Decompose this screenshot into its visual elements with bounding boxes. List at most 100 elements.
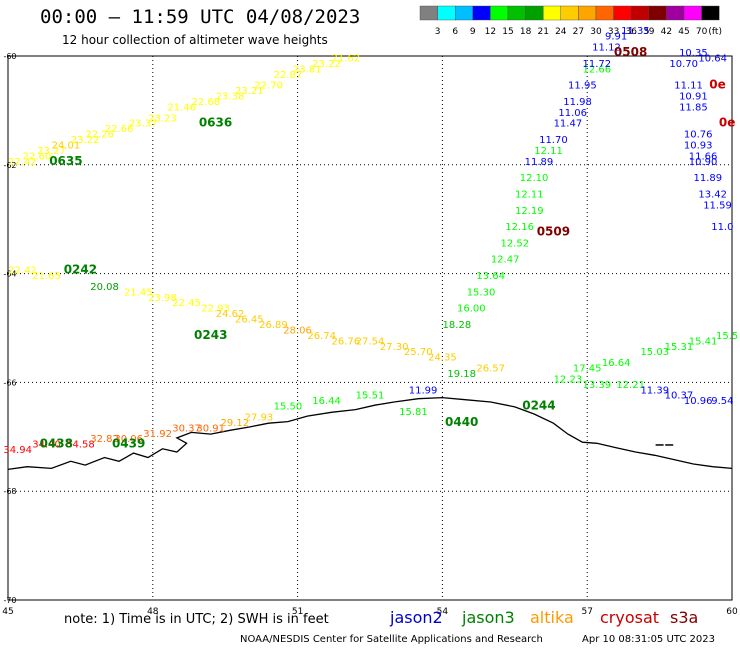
swh-value: 23.22 [312, 59, 341, 70]
swh-value: 12.52 [500, 238, 529, 249]
legend-tick-label: 27 [573, 27, 584, 37]
swh-value: 21.65 [32, 271, 61, 282]
legend-tick-label: 70 [696, 27, 708, 37]
swh-value: 23.22 [71, 135, 100, 146]
pass-time-label: 0508 [614, 45, 647, 59]
legend-tick-label: 33 [608, 27, 619, 37]
swh-value: 21.45 [124, 287, 153, 298]
legend-tick-label: 6 [452, 27, 458, 37]
swh-value: 11.98 [563, 97, 592, 108]
swh-value: 23.27 [37, 146, 66, 157]
swh-value: 30.37 [172, 423, 201, 434]
swh-value: 11.47 [554, 119, 583, 130]
legend-tick-label: 15 [502, 27, 513, 37]
swh-value: 34.40 [32, 440, 61, 451]
swh-value: 13.42 [698, 189, 727, 200]
pass-time-label: 0509 [537, 225, 570, 239]
swh-value: 23.21 [235, 86, 264, 97]
swh-value: 22.93 [201, 304, 230, 315]
swh-value: 22.45 [172, 298, 201, 309]
swh-value: 23.98 [148, 293, 177, 304]
swh-value: 16.64 [602, 358, 631, 369]
pass-time-label: 0439 [112, 437, 145, 451]
satellite-label-jason2: jason2 [390, 608, 443, 627]
legend-tick-label: 42 [661, 27, 672, 37]
swh-value: 11.89 [694, 173, 723, 184]
legend-unit-label: (ft) [708, 27, 722, 37]
swh-value: 12.23 [554, 374, 583, 385]
swh-value: 11.0 [711, 222, 733, 233]
swh-value: 34.94 [3, 445, 32, 456]
map-canvas: 45 48 51 54 57 60-60-62-64-66-68-7022.4222.60… [2, 26, 738, 617]
timestamp-text: Apr 10 08:31:05 UTC 2023 [582, 634, 715, 645]
swh-value: 11.85 [679, 102, 708, 113]
swh-value: 15.41 [689, 336, 718, 347]
pass-time-label: 0635 [49, 154, 82, 168]
swh-value: 26.76 [332, 336, 361, 347]
lon-tick-label: 54 [437, 607, 449, 617]
swh-value: 22.87 [274, 70, 303, 81]
swh-value: 23.38 [216, 92, 245, 103]
pass-time-label: 0243 [194, 328, 227, 342]
lat-tick-label: -62 [3, 161, 16, 170]
swh-value: 30.91 [196, 423, 225, 434]
legend-tick-label: 3 [435, 27, 441, 37]
swh-value: 11.72 [583, 59, 612, 70]
legend-tick-label: 36 [625, 27, 637, 37]
pass-time-label: 0242 [64, 263, 97, 277]
lon-tick-label: 45 [2, 607, 13, 617]
swh-value: 12.11 [534, 146, 563, 157]
lat-tick-label: -66 [3, 378, 16, 387]
credit-text: NOAA/NESDIS Center for Satellite Applica… [240, 634, 543, 645]
swh-value: 10.93 [684, 140, 713, 151]
swh-value: 24.01 [52, 140, 81, 151]
swh-value: 12.21 [616, 380, 645, 391]
pass-time-label: 0438 [40, 437, 73, 451]
swh-value: 16.44 [312, 396, 341, 407]
pass-time-label: 0244 [522, 399, 555, 413]
swh-value: 10.91 [679, 92, 708, 103]
swh-value: 15.51 [356, 391, 385, 402]
swh-value: 19.18 [447, 369, 476, 380]
swh-value: 28.06 [283, 325, 312, 336]
swh-value: 12.10 [520, 173, 549, 184]
legend-swatch [701, 5, 720, 21]
map-subtitle: 12 hour collection of altimeter wave hei… [62, 33, 328, 47]
swh-value: 23.81 [293, 64, 322, 75]
swh-value: 29.12 [221, 418, 250, 429]
swh-value: 22.70 [254, 81, 283, 92]
swh-value: 15.30 [467, 287, 496, 298]
map-frame [7, 55, 733, 601]
swh-value: 10.35 [679, 48, 708, 59]
swh-value: 13.64 [476, 271, 505, 282]
swh-value: 21.46 [167, 102, 196, 113]
swh-value: 16.00 [457, 304, 486, 315]
legend-tick-label: 30 [590, 27, 602, 37]
swh-value: 11.70 [539, 135, 568, 146]
lon-tick-label: 57 [581, 607, 592, 617]
lon-tick-label: 51 [292, 607, 303, 617]
swh-value: 24.62 [216, 309, 245, 320]
swh-value: 18.28 [443, 320, 472, 331]
lon-tick-label: 48 [147, 607, 159, 617]
swh-value: 11.99 [409, 385, 438, 396]
legend-tick-label: 18 [520, 27, 532, 37]
swh-value: 26.89 [259, 320, 288, 331]
swh-value: 15.31 [665, 342, 694, 353]
swh-value: 12.66 [583, 64, 612, 75]
satellite-label-altika: altika [530, 608, 574, 627]
legend-tick-label: 12 [485, 27, 496, 37]
swh-value: 10.64 [698, 53, 727, 64]
lat-tick-label: -64 [3, 270, 16, 279]
swh-value: 15.5 [716, 331, 738, 342]
swh-value: 10.96 [684, 396, 713, 407]
swh-value: 24.35 [428, 353, 457, 364]
swh-value: 12.16 [505, 222, 534, 233]
lat-tick-label: -60 [3, 52, 16, 61]
color-scale-legend: 3 6 9 12 15 18 21 24 27 30 33 36 39 42 45 70 (ft) [419, 5, 722, 37]
satellite-label-s3a: s3a [670, 608, 699, 627]
swh-value: 22.42 [8, 157, 37, 168]
swh-value: 25.70 [404, 347, 433, 358]
swh-value: 11.39 [640, 385, 669, 396]
legend-tick-label: 45 [678, 27, 689, 37]
